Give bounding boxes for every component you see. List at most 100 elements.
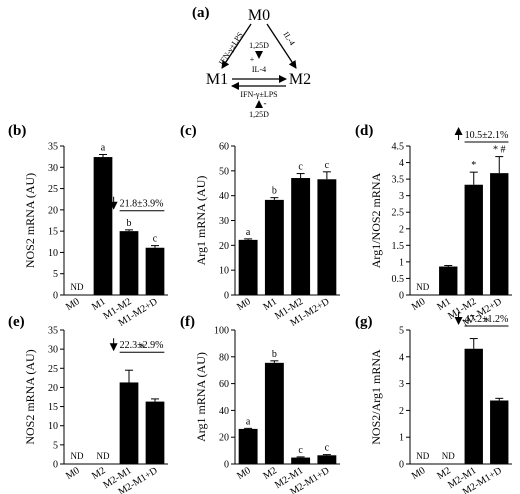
y-tick-label: 1.5 <box>392 241 405 252</box>
bar <box>145 247 165 295</box>
y-tick-label: 4 <box>399 158 404 169</box>
bar <box>490 400 509 464</box>
node-m0: M0 <box>248 7 270 24</box>
y-tick-label: 2.5 <box>392 208 405 219</box>
annotation-text: 47.2±1.2% <box>465 314 509 325</box>
bar <box>119 382 139 464</box>
y-tick-label: 4.5 <box>392 142 405 153</box>
diagram-panel-a: (a) M0 M1 M2 IFN-γ±LPS IL-4 1,25D + IL-4… <box>192 5 311 119</box>
bar <box>464 348 483 464</box>
nd-label: ND <box>416 282 429 292</box>
y-tick-label: 30 <box>219 216 229 227</box>
bar <box>439 266 458 295</box>
annotation-star: * <box>139 340 145 354</box>
y-axis-label: Arg1 mRNA (AU) <box>194 352 208 442</box>
y-tick-label: 15 <box>48 402 58 413</box>
bar <box>317 179 337 295</box>
edge-label-m1-m2-top: 1,25D <box>249 41 269 50</box>
y-tick-label: 4 <box>399 352 404 363</box>
bar <box>490 173 509 295</box>
y-tick-label: 100 <box>214 326 229 337</box>
edge-label-m0-m1: IFN-γ±LPS <box>217 31 245 67</box>
y-tick-label: 0 <box>53 460 58 471</box>
significance-letter: c <box>153 234 158 245</box>
bar <box>145 401 165 464</box>
y-tick-label: 0 <box>399 291 404 302</box>
node-m1: M1 <box>206 71 228 88</box>
x-tick-label: M0 <box>64 465 82 482</box>
panel-label-a: (a) <box>192 5 210 21</box>
significance-letter: c <box>298 162 303 173</box>
y-axis-label: Arg1 mRNA (AU) <box>194 176 208 266</box>
panel-label-f: (f) <box>180 314 195 330</box>
bar <box>317 455 337 464</box>
nd-label: ND <box>416 451 429 461</box>
annotation-text: 10.5±2.1% <box>465 130 509 141</box>
y-tick-label: 30 <box>48 345 58 356</box>
edge-label-m1-m2-plus: + <box>250 55 255 64</box>
significance-letter: b <box>127 218 132 229</box>
significance-letter: b <box>272 186 277 197</box>
y-tick-label: 0 <box>399 460 404 471</box>
y-tick-label: 25 <box>48 364 58 375</box>
bar <box>93 157 113 295</box>
y-tick-label: 2 <box>399 406 404 417</box>
panel-label-e: (e) <box>8 314 25 330</box>
y-tick-label: 5 <box>53 269 58 280</box>
y-tick-label: 5 <box>399 326 404 337</box>
y-axis-label: Arg1/NOS2 mRNA <box>369 172 383 268</box>
panel-label-c: (c) <box>180 123 197 139</box>
edge-label-m2-m1-minus: - <box>264 98 267 108</box>
significance-letter: a <box>101 143 106 154</box>
significance-letter: c <box>325 443 330 454</box>
bar <box>464 184 483 295</box>
y-tick-label: 10 <box>48 248 58 259</box>
y-tick-label: 0 <box>224 291 229 302</box>
y-tick-label: 40 <box>219 191 229 202</box>
y-tick-label: 1 <box>399 433 404 444</box>
x-tick-label: M0 <box>64 296 82 313</box>
x-tick-label: M0 <box>410 465 428 482</box>
arrow-m0-to-m2 <box>266 23 297 69</box>
significance-letter: c <box>298 445 303 456</box>
panel-label-b: (b) <box>8 123 26 139</box>
node-m2: M2 <box>289 71 311 88</box>
arrow-m0-to-m1 <box>221 23 252 69</box>
bar <box>264 362 284 464</box>
y-tick-label: 35 <box>48 326 58 337</box>
y-tick-label: 15 <box>48 227 58 238</box>
edge-label-m0-m2: IL-4 <box>281 30 296 47</box>
annotation-text: 21.8±3.9% <box>120 199 164 210</box>
bar <box>238 428 258 464</box>
y-tick-label: 10 <box>48 421 58 432</box>
y-tick-label: 40 <box>219 406 229 417</box>
y-tick-label: 3 <box>399 191 404 202</box>
annotation-text: 22.3±2.9% <box>120 340 164 351</box>
edge-label-m1-m2-bottom: IL-4 <box>252 65 266 74</box>
y-tick-label: 5 <box>53 440 58 451</box>
bar <box>119 231 139 295</box>
y-tick-label: 50 <box>219 166 229 177</box>
significance-letter: a <box>246 416 251 427</box>
edge-label-m2-m1-bottom: 1,25D <box>249 110 269 119</box>
y-tick-label: 30 <box>48 163 58 174</box>
y-tick-label: 60 <box>219 379 229 390</box>
y-axis-label: NOS2 mRNA (AU) <box>23 349 37 444</box>
y-tick-label: 80 <box>219 352 229 363</box>
y-tick-label: 1 <box>399 257 404 268</box>
chart-d: (d) 0 0.5 1 1.5 2 2.5 3 3.5 4 4.5 Arg1/NOS2 mRNA M0 N… <box>355 123 512 329</box>
x-tick-label: M0 <box>410 296 428 313</box>
y-tick-label: 20 <box>48 205 58 216</box>
x-tick-label: M0 <box>235 296 253 313</box>
y-tick-label: 20 <box>219 241 229 252</box>
edge-label-m2-m1: IFN-γ±LPS <box>240 90 277 99</box>
bar <box>264 199 284 295</box>
significance-letter: a <box>246 227 251 238</box>
y-tick-label: 0.5 <box>392 274 405 285</box>
